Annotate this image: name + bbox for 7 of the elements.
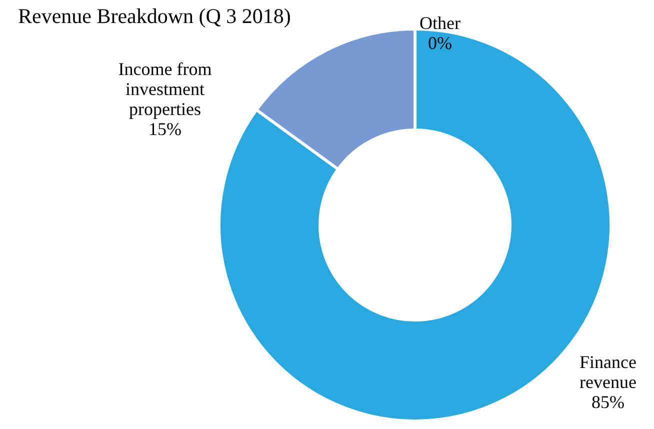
text: 0%	[428, 33, 452, 53]
slice-label: Finance revenue	[580, 352, 636, 392]
chart-title: Revenue Breakdown (Q 3 2018)	[18, 4, 291, 28]
category-label: Other	[420, 13, 460, 33]
data-label: 85%	[592, 392, 624, 412]
slice-label: Income from investment properties	[118, 59, 212, 119]
data-label: 15%	[148, 119, 182, 139]
